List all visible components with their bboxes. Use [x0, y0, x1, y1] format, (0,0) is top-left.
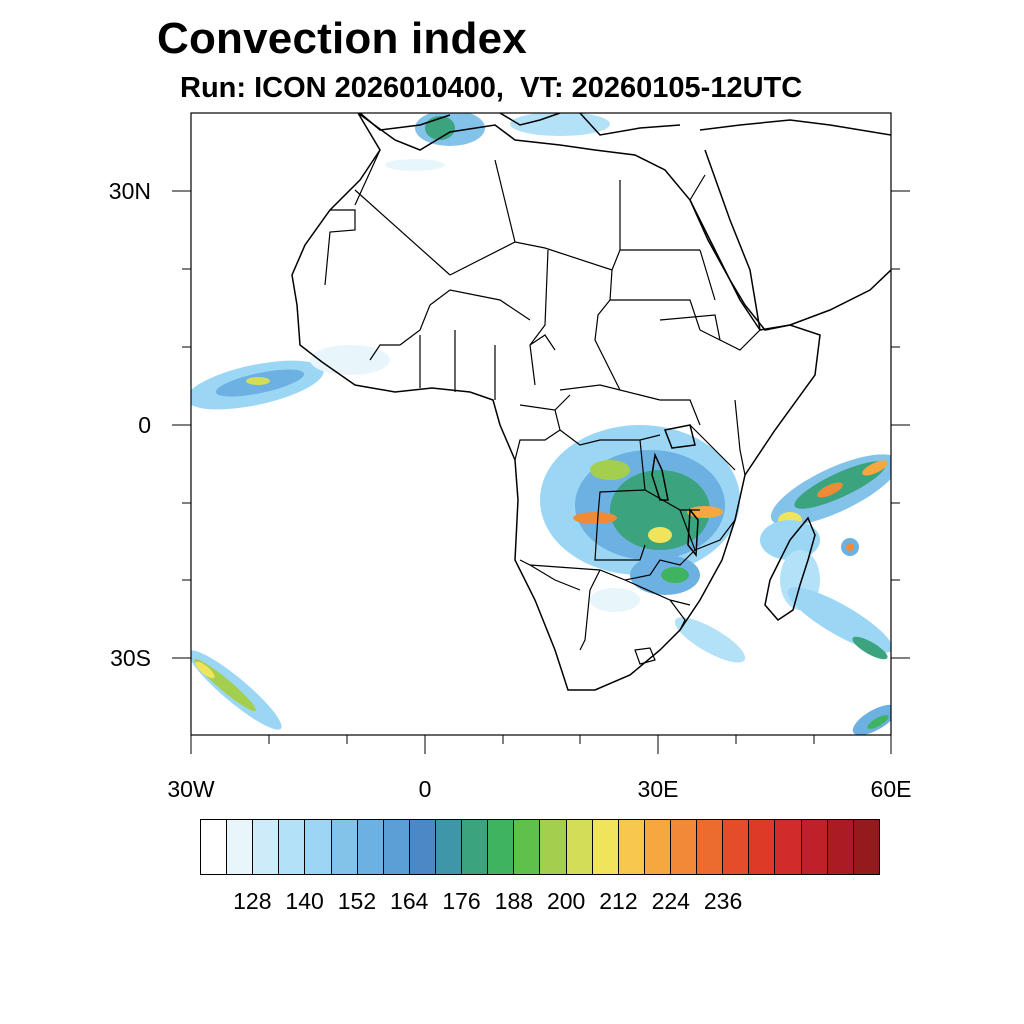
colorbar-tick-label: 200 — [546, 888, 586, 914]
lesotho-border — [634, 647, 656, 665]
colorbar-box — [775, 820, 802, 874]
lake-victoria — [663, 424, 696, 449]
lat-label-0: 0 — [138, 412, 151, 438]
colorbar — [200, 819, 880, 875]
convection-cluster — [846, 543, 854, 551]
colorbar-tick-label: 188 — [494, 888, 534, 914]
convection-cluster — [867, 715, 889, 729]
convection-cluster — [590, 460, 630, 480]
colorbar-box — [227, 820, 254, 874]
lake-tanganyika — [651, 452, 669, 501]
colorbar-box — [383, 820, 410, 874]
colorbar-tick-label: 176 — [442, 888, 481, 914]
arabia-coastline — [699, 119, 891, 331]
colorbar-tick-label: 140 — [285, 888, 324, 914]
convection-cluster — [195, 661, 215, 679]
lon-label-0: 0 — [418, 776, 432, 802]
colorbar-box — [357, 820, 384, 874]
lon-label-30w: 30W — [167, 776, 215, 802]
map-background — [191, 113, 891, 735]
colorbar-tick-label: 152 — [337, 888, 377, 914]
plot-frame — [190, 112, 892, 736]
colorbar-box — [331, 820, 358, 874]
colorbar-box — [853, 820, 879, 874]
coastlines — [291, 113, 891, 691]
lat-label-30n: 30N — [108, 178, 151, 204]
colorbar-box — [488, 820, 515, 874]
colorbar-box — [618, 820, 645, 874]
colorbar-box — [201, 820, 228, 874]
colorbar-box — [279, 820, 306, 874]
colorbar-box — [540, 820, 567, 874]
convection-cluster — [573, 512, 617, 524]
lon-label-60e: 60E — [870, 776, 912, 802]
chart-subtitle: Run: ICON 2026010400, VT: 20260105-12UTC — [180, 72, 803, 104]
country-borders — [324, 149, 761, 665]
colorbar-box — [514, 820, 541, 874]
colorbar-box — [305, 820, 332, 874]
convection-cluster — [687, 506, 723, 518]
lat-label-30s: 30S — [110, 645, 151, 671]
convection-cluster — [674, 617, 746, 663]
madagascar — [764, 516, 816, 621]
convection-cluster — [661, 567, 689, 583]
red-sea-coast — [689, 199, 761, 331]
convection-cluster — [817, 482, 843, 498]
convection-cluster — [787, 587, 891, 653]
colorbar-box — [723, 820, 750, 874]
axis-ticks — [172, 190, 910, 754]
convection-cluster — [246, 377, 270, 385]
colorbar-box — [409, 820, 436, 874]
colorbar-box — [592, 820, 619, 874]
colorbar-box — [253, 820, 280, 874]
colorbar-box — [749, 820, 776, 874]
colorbar-box — [644, 820, 671, 874]
convection-cluster — [862, 460, 888, 476]
mediterranean-coast — [359, 113, 681, 136]
colorbar-box — [697, 820, 724, 874]
colorbar-box — [827, 820, 854, 874]
convection-cluster — [425, 116, 455, 140]
colorbar-box — [801, 820, 828, 874]
convection-cluster — [648, 527, 672, 543]
colorbar-box — [670, 820, 698, 874]
colorbar-tick-label: 224 — [651, 888, 690, 914]
colorbar-box — [435, 820, 463, 874]
colorbar-tick-label: 212 — [599, 888, 638, 914]
africa-coastline — [291, 113, 821, 691]
colorbar-tick-label: 128 — [233, 888, 272, 914]
lon-label-30e: 30E — [637, 776, 679, 802]
chart-title: Convection index — [157, 14, 527, 63]
colorbar-tick-label: 236 — [703, 888, 743, 914]
convection-cluster — [310, 345, 390, 375]
colorbar-tick-label: 164 — [390, 888, 429, 914]
colorbar-box — [462, 820, 489, 874]
border — [324, 149, 761, 651]
convection-cluster — [852, 636, 888, 660]
convection-cluster — [385, 159, 445, 171]
convection-cluster — [590, 588, 640, 612]
colorbar-box — [566, 820, 593, 874]
